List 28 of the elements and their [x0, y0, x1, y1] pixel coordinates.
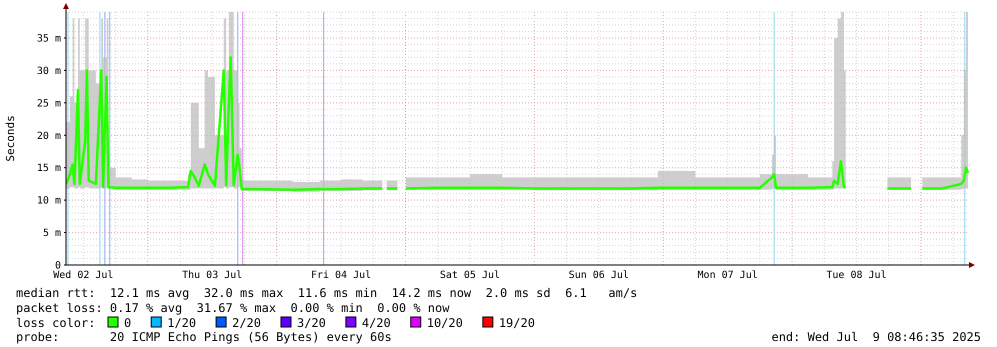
- y-tick-label: 35 m: [36, 33, 61, 44]
- legend-label: 19/20: [498, 316, 535, 330]
- legend-label: 1/20: [167, 316, 196, 330]
- text: end: Wed Jul 9 08:46:35 2025: [771, 330, 981, 344]
- x-tick-label: Sun 06 Jul: [568, 270, 629, 281]
- y-tick-label: 30 m: [36, 66, 61, 77]
- x-tick-label: Sat 05 Jul: [440, 270, 500, 281]
- x-tick-label: Thu 03 Jul: [182, 270, 242, 281]
- text: loss color:: [16, 316, 96, 330]
- y-tick-label: 25 m: [36, 98, 61, 110]
- legend-label: 0: [124, 316, 132, 330]
- y-tick-label: 0: [54, 260, 61, 272]
- y-tick-label: 10 m: [36, 196, 61, 207]
- legend-label: 10/20: [426, 316, 463, 330]
- legend-label: 3/20: [296, 316, 326, 330]
- text: packet loss: 0.17 % avg 31.67 % max 0.00 % min 0.00 % now: [16, 301, 450, 315]
- y-tick-label: 15 m: [36, 163, 61, 174]
- text: probe: 20 ICMP Echo Pings (56 Bytes) every 60s: [16, 330, 392, 344]
- x-tick-label: Tue 08 Jul: [826, 270, 887, 281]
- y-axis-title: Seconds: [4, 115, 17, 162]
- legend-label: 4/20: [362, 316, 391, 330]
- y-tick-label: 5 m: [42, 228, 61, 240]
- y-tick-label: 20 m: [36, 130, 61, 142]
- legend-label: 2/20: [232, 316, 262, 330]
- x-tick-label: Mon 07 Jul: [698, 270, 758, 281]
- x-tick-label: Fri 04 Jul: [310, 270, 372, 281]
- text: median rtt: 12.1 ms avg 32.0 ms max 11.6 ms min 14.2 ms now 2.0 ms sd 6.1 am/s: [16, 286, 638, 300]
- x-tick-label: Wed 02 Jul: [53, 270, 114, 281]
